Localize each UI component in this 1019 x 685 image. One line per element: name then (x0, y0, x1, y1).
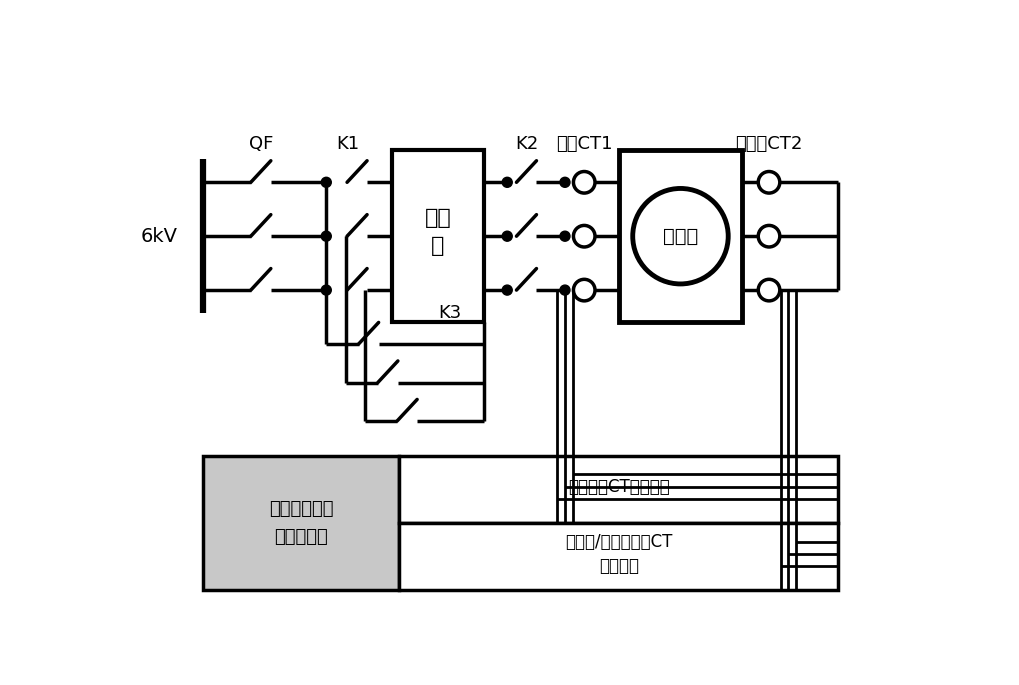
Text: QF: QF (249, 135, 273, 153)
Circle shape (560, 285, 570, 295)
Circle shape (502, 285, 513, 295)
Bar (399, 523, 839, 590)
Text: 6kV: 6kV (141, 227, 177, 246)
Circle shape (633, 188, 729, 284)
Circle shape (560, 232, 570, 241)
Bar (391, 150, 484, 323)
Circle shape (502, 232, 513, 241)
Bar (399, 456, 839, 523)
Circle shape (321, 285, 331, 295)
Text: 机端保护CT三相电流: 机端保护CT三相电流 (568, 477, 669, 496)
Circle shape (560, 177, 570, 187)
Bar (203, 456, 399, 590)
Text: 中性点CT2: 中性点CT2 (736, 135, 803, 153)
Text: 变频
器: 变频 器 (425, 208, 451, 256)
Text: K2: K2 (515, 135, 538, 153)
Text: 中性点/磁平衡保护CT
三相电流: 中性点/磁平衡保护CT 三相电流 (566, 533, 673, 575)
Text: 变频电动机差
动保护装置: 变频电动机差 动保护装置 (269, 500, 333, 546)
Text: K1: K1 (336, 135, 360, 153)
Text: K3: K3 (438, 304, 461, 323)
Circle shape (321, 177, 331, 187)
Circle shape (502, 177, 513, 187)
Text: 机端CT1: 机端CT1 (556, 135, 612, 153)
Text: 电动机: 电动机 (662, 227, 698, 246)
Circle shape (321, 232, 331, 241)
Bar (619, 150, 742, 323)
